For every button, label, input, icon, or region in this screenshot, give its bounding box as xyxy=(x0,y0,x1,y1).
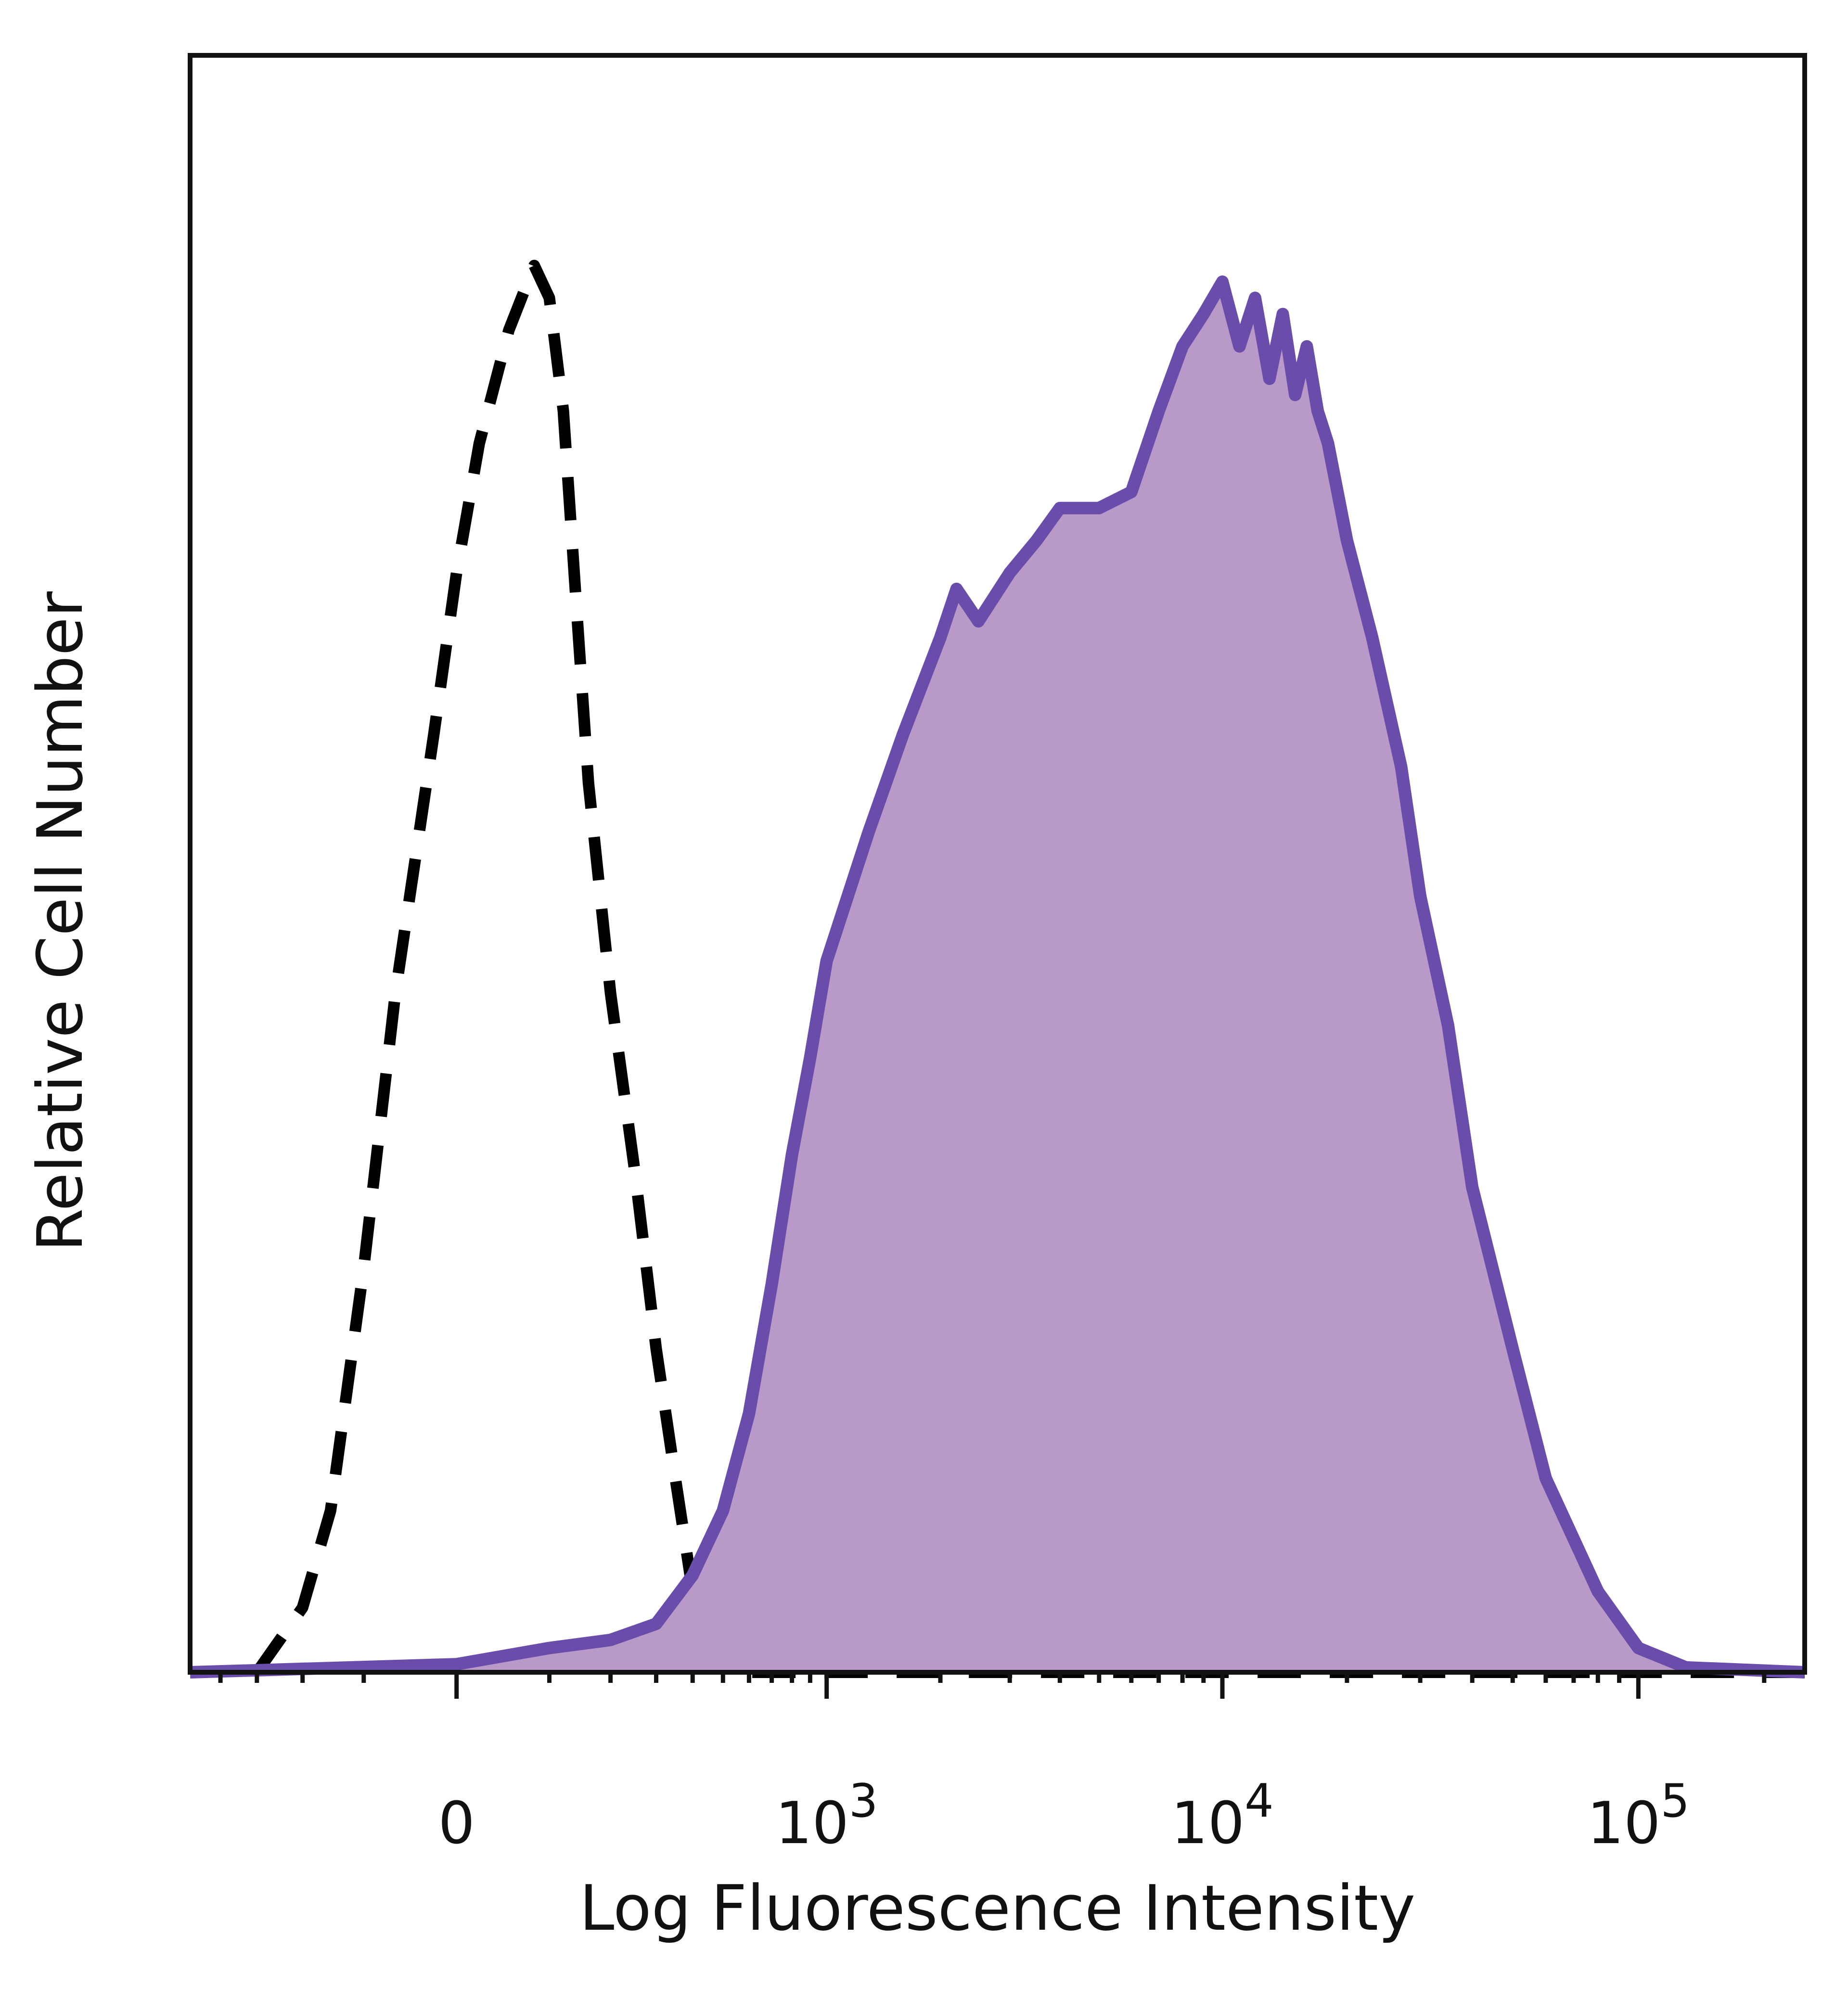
series-layer xyxy=(190,259,1805,1679)
x-tick-label: 104 xyxy=(1171,1775,1273,1857)
stained-histogram-area xyxy=(190,282,1805,1673)
x-ticks-layer: 0 103 104 105 xyxy=(218,1672,1767,1857)
x-tick-label: 0 xyxy=(438,1790,475,1857)
x-tick-label: 105 xyxy=(1587,1775,1690,1857)
plot-frame xyxy=(188,53,1807,1675)
y-axis-title: Relative Cell Number xyxy=(24,591,97,1252)
y-axis-title-group: Relative Cell Number xyxy=(24,591,97,1252)
stained-histogram-line xyxy=(190,275,1805,1679)
x-axis-title: Log Fluorescence Intensity xyxy=(579,1872,1415,1945)
x-tick-label: 103 xyxy=(775,1775,878,1857)
